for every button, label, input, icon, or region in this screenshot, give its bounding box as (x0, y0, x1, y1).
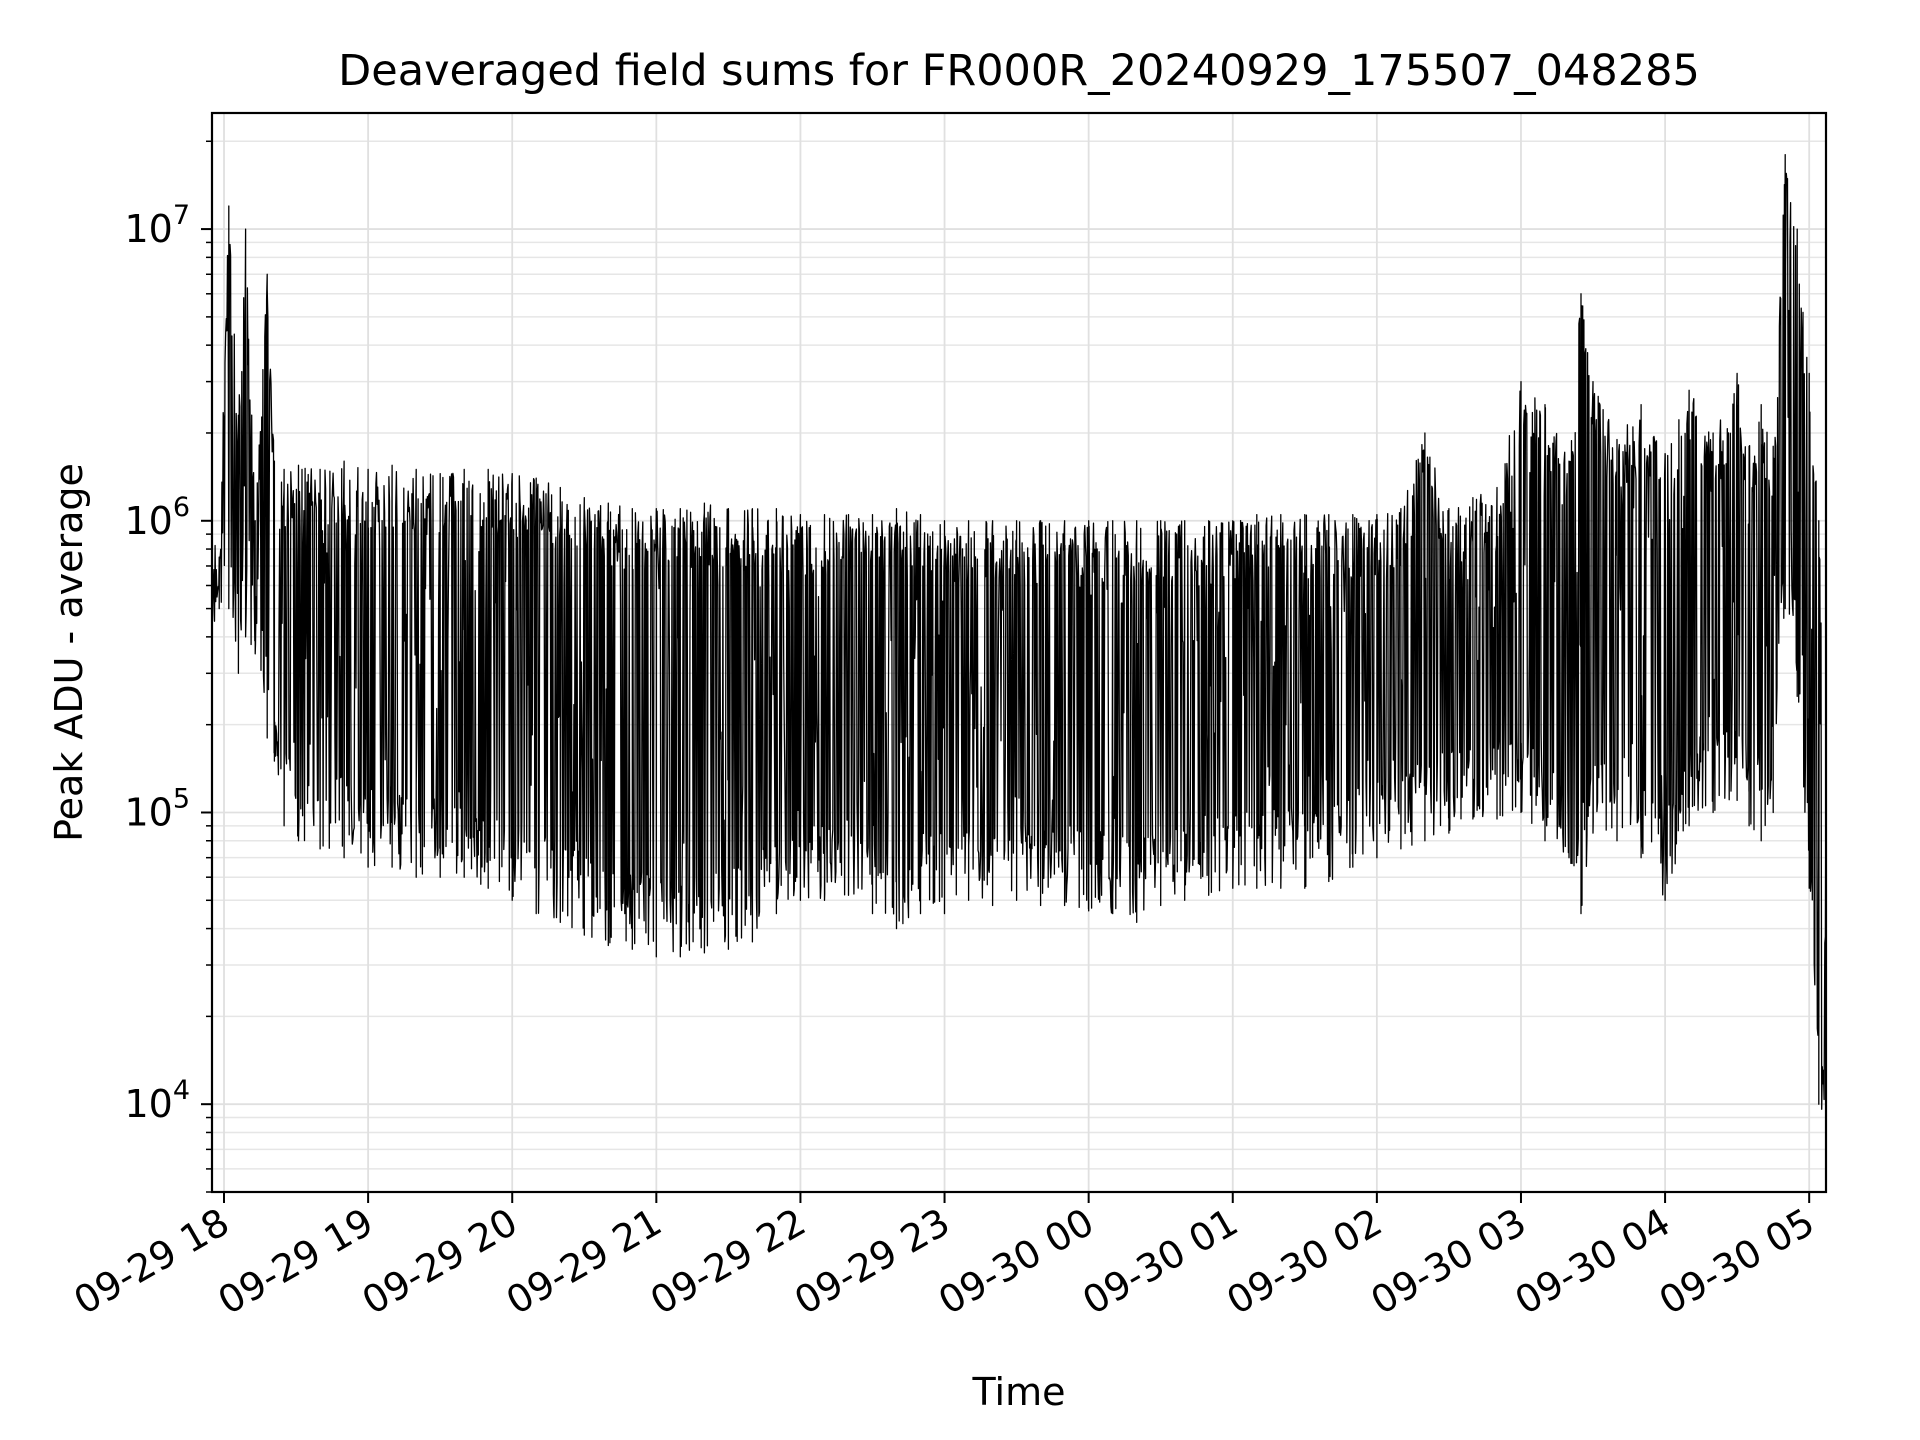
y-tick-exponent: 4 (173, 1075, 190, 1106)
grid-major-lines (212, 113, 1826, 1192)
y-tick-exponent: 6 (173, 492, 190, 523)
y-tick-exponent: 5 (173, 783, 190, 814)
y-tick-label: 107 (124, 200, 190, 251)
y-tick-exponent: 7 (173, 200, 190, 231)
y-tick-label: 105 (124, 783, 190, 834)
y-tick-base: 10 (124, 790, 172, 834)
y-tick-base: 10 (124, 207, 172, 251)
y-tick-label: 106 (124, 492, 190, 543)
series-line (211, 153, 1827, 1150)
x-axis-label: Time (972, 1370, 1066, 1414)
y-axis-label: Peak ADU - average (47, 463, 91, 842)
chart-title: Deaveraged field sums for FR000R_2024092… (338, 46, 1700, 96)
y-tick-label: 104 (124, 1075, 190, 1126)
plot-frame (210, 111, 1828, 1194)
y-tick-base: 10 (124, 1082, 172, 1126)
y-tick-base: 10 (124, 499, 172, 543)
series-group (211, 153, 1827, 1150)
